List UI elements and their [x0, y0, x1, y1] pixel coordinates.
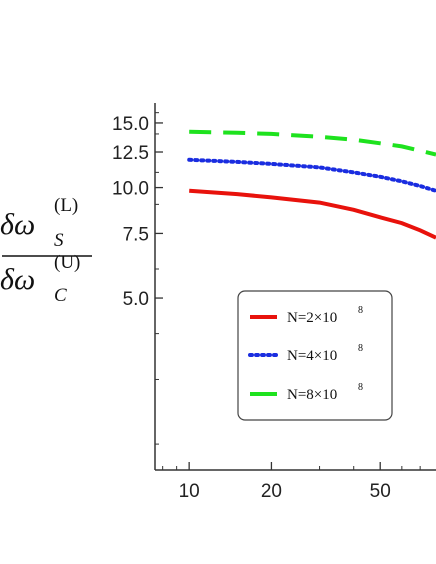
legend-item-1: N=4×10 8	[248, 343, 363, 364]
y-tick-label-1: 7.5	[123, 224, 149, 245]
series-line-0	[189, 188, 436, 240]
axis-ticks	[155, 112, 421, 470]
series-line-1	[187, 157, 436, 193]
series-line-2	[189, 129, 436, 157]
ylabel-denominator-sup: (U)	[54, 252, 80, 273]
ylabel-numerator-sup: (L)	[54, 195, 78, 216]
ylabel-denominator-sub: C	[54, 285, 67, 306]
legend-label-0-sup: 8	[358, 305, 363, 316]
x-tick-label-0: 10	[179, 481, 200, 502]
ylabel-numerator-sub: S	[54, 230, 64, 251]
axis-tick-labels: 5.0 7.5 10.0 12.5 15.0 10 20 50	[112, 114, 391, 502]
x-tick-label-2: 50	[370, 481, 391, 502]
y-tick-label-3: 12.5	[112, 143, 149, 164]
y-tick-label-4: 15.0	[112, 114, 149, 135]
legend-label-1-sup: 8	[358, 343, 363, 354]
legend-box	[237, 290, 393, 421]
plot-frame	[154, 103, 436, 471]
x-tick-label-1: 20	[261, 481, 282, 502]
legend: N=2×10 8 N=4×10 8 N=8×10 8	[237, 290, 393, 421]
legend-label-2-sup: 8	[358, 382, 363, 393]
legend-item-0: N=2×10 8	[250, 305, 363, 326]
legend-label-1: N=4×10	[287, 348, 337, 364]
series-lines	[187, 129, 436, 240]
y-tick-label-2: 10.0	[112, 179, 149, 200]
legend-label-0: N=2×10	[287, 310, 337, 326]
ylabel-denominator-delta: δω	[0, 263, 35, 296]
ylabel-numerator-delta: δω	[0, 208, 35, 241]
y-tick-label-0: 5.0	[123, 289, 149, 310]
legend-item-2: N=8×10 8	[250, 382, 363, 403]
legend-label-2: N=8×10	[287, 387, 337, 403]
y-axis-label: δω S (L) δω C (U)	[0, 195, 92, 306]
